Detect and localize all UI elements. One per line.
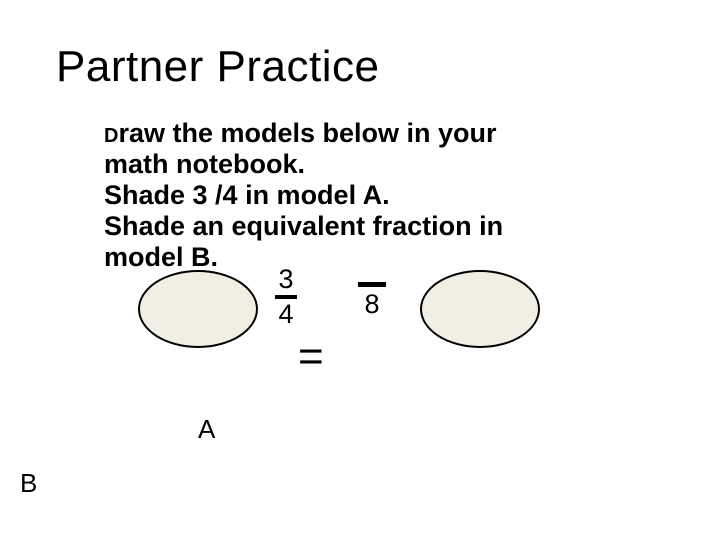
fraction-left: 3 4 — [275, 266, 297, 328]
instruction-line3: Shade 3 /4 in model A. — [104, 180, 390, 210]
instruction-line1: raw the models below in your — [118, 118, 496, 148]
dropcap-d: D — [104, 125, 118, 147]
fraction-right-denominator: 8 — [358, 291, 386, 318]
equals-sign: = — [298, 332, 324, 382]
instruction-line5: model B. — [104, 242, 218, 272]
label-b: B — [20, 468, 37, 499]
instruction-line4: Shade an equivalent fraction in — [104, 211, 503, 241]
label-a: A — [198, 414, 215, 445]
fraction-left-numerator: 3 — [275, 266, 297, 293]
model-b-oval — [420, 270, 540, 348]
model-a-oval — [138, 270, 258, 348]
instruction-line2: math notebook. — [104, 149, 305, 179]
slide-title: Partner Practice — [56, 42, 379, 92]
fraction-right: 8 — [358, 282, 386, 318]
instructions-block: Draw the models below in your math noteb… — [104, 118, 584, 273]
fraction-right-bar — [358, 282, 386, 287]
fraction-left-denominator: 4 — [275, 301, 297, 328]
